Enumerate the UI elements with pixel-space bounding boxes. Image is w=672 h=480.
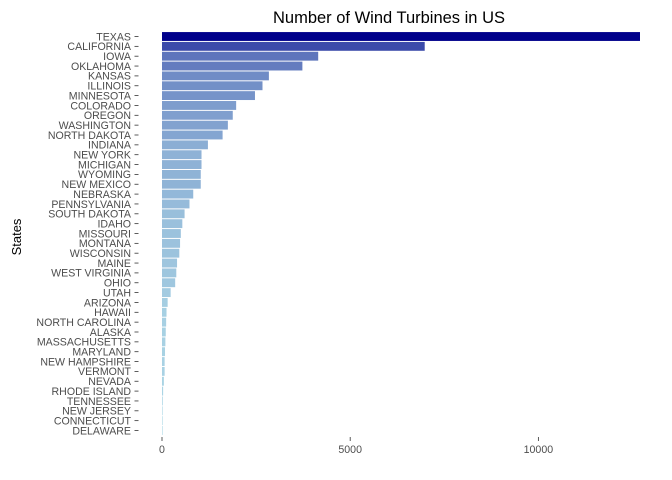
bar	[162, 179, 201, 189]
bar	[162, 406, 163, 416]
category-label: OHIO	[104, 278, 131, 290]
bar	[162, 229, 181, 238]
bar	[162, 426, 163, 435]
x-tick-label: 5000	[338, 444, 362, 456]
category-label: INDIANA	[88, 140, 132, 152]
bar	[162, 71, 269, 81]
y-axis-label: States	[9, 218, 24, 255]
category-label: WEST VIRGINIA	[51, 268, 132, 280]
category-label: MASSACHUSETTS	[37, 337, 131, 349]
category-label: OKLAHOMA	[71, 61, 132, 73]
bar	[162, 199, 190, 209]
bar	[162, 288, 171, 298]
bar	[162, 219, 183, 229]
bar	[162, 81, 263, 91]
category-label: NEW JERSEY	[62, 406, 131, 418]
bar	[162, 110, 233, 120]
category-label: NORTH DAKOTA	[48, 130, 132, 142]
category-label: NEBRASKA	[73, 189, 132, 201]
category-label: MARYLAND	[72, 347, 131, 359]
bar	[162, 238, 181, 248]
category-label: IOWA	[103, 51, 132, 63]
category-label: NEW YORK	[74, 150, 132, 162]
category-label: ILLINOIS	[87, 81, 131, 93]
x-tick-label: 0	[159, 444, 165, 456]
bar	[162, 317, 167, 327]
bar	[162, 268, 177, 278]
bar	[162, 120, 228, 130]
bar	[162, 248, 180, 258]
category-label: ALASKA	[90, 327, 132, 339]
bar	[162, 169, 201, 179]
category-label: MAINE	[97, 258, 131, 270]
category-label: SOUTH DAKOTA	[48, 209, 132, 221]
bar	[162, 209, 185, 219]
category-label: RHODE ISLAND	[52, 386, 132, 398]
category-label: WYOMING	[78, 169, 131, 181]
bar	[162, 366, 165, 376]
category-label: ARIZONA	[84, 297, 132, 309]
bar	[162, 51, 319, 61]
category-label: NEVADA	[88, 376, 132, 388]
bar	[162, 396, 163, 406]
category-label: TEXAS	[96, 31, 131, 43]
bar	[162, 357, 165, 366]
bar	[162, 298, 168, 307]
bars-group	[162, 32, 640, 435]
category-label: NORTH CAROLINA	[36, 317, 132, 329]
category-label: PENNSYLVANIA	[51, 199, 132, 211]
category-label: CONNECTICUT	[54, 415, 132, 427]
bar	[162, 32, 640, 41]
bar	[162, 258, 178, 268]
category-label: MISSOURI	[79, 228, 131, 240]
category-label: VERMONT	[78, 366, 131, 378]
bar	[162, 150, 202, 160]
bar	[162, 278, 176, 288]
bar	[162, 416, 163, 426]
category-label: TENNESSEE	[67, 396, 131, 408]
category-label: DELAWARE	[72, 425, 131, 437]
category-label: NEW HAMPSHIRE	[40, 356, 131, 368]
bar	[162, 337, 166, 347]
bar	[162, 376, 164, 386]
bar	[162, 130, 223, 140]
category-label: UTAH	[103, 287, 131, 299]
bar	[162, 327, 166, 337]
category-label: IDAHO	[97, 218, 131, 230]
x-tick-label: 10000	[524, 444, 554, 456]
category-labels: TEXASCALIFORNIAIOWAOKLAHOMAKANSASILLINOI…	[36, 31, 139, 437]
category-label: KANSAS	[88, 71, 131, 83]
bar	[162, 91, 255, 101]
bar	[162, 386, 164, 396]
bar	[162, 41, 425, 51]
x-axis-ticks: 0 5000 10000	[159, 437, 553, 456]
bar	[162, 189, 194, 199]
category-label: MINNESOTA	[69, 90, 132, 102]
category-label: MONTANA	[79, 238, 132, 250]
bar	[162, 307, 167, 317]
bar	[162, 101, 237, 110]
category-label: MICHIGAN	[78, 159, 131, 171]
category-label: CALIFORNIA	[67, 41, 132, 53]
category-label: OREGON	[84, 110, 131, 122]
category-label: WISCONSIN	[70, 248, 131, 260]
category-label: NEW MEXICO	[62, 179, 131, 191]
bar	[162, 61, 303, 71]
category-label: COLORADO	[70, 100, 131, 112]
bar	[162, 140, 208, 150]
chart-title: Number of Wind Turbines in US	[273, 9, 505, 27]
bar	[162, 160, 202, 169]
category-label: WASHINGTON	[59, 120, 131, 132]
bar	[162, 347, 166, 357]
category-label: HAWAII	[94, 307, 131, 319]
